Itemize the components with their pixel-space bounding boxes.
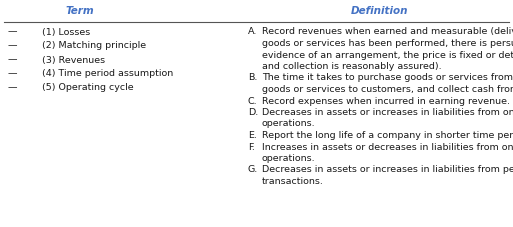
Text: goods or services has been performed, there is persuasive: goods or services has been performed, th… <box>262 39 513 48</box>
Text: goods or services to customers, and collect cash from customers.: goods or services to customers, and coll… <box>262 85 513 94</box>
Text: E.: E. <box>248 131 257 140</box>
Text: Definition: Definition <box>351 6 409 16</box>
Text: A.: A. <box>248 27 258 37</box>
Text: —: — <box>8 42 17 50</box>
Text: transactions.: transactions. <box>262 177 324 186</box>
Text: Decreases in assets or increases in liabilities from peripheral: Decreases in assets or increases in liab… <box>262 165 513 175</box>
Text: (5) Operating cycle: (5) Operating cycle <box>42 84 133 92</box>
Text: (1) Losses: (1) Losses <box>42 27 90 37</box>
Text: Record revenues when earned and measurable (delivery of: Record revenues when earned and measurab… <box>262 27 513 37</box>
Text: (4) Time period assumption: (4) Time period assumption <box>42 69 173 79</box>
Text: The time it takes to purchase goods or services from suppliers, sell: The time it takes to purchase goods or s… <box>262 74 513 82</box>
Text: operations.: operations. <box>262 154 315 163</box>
Text: operations.: operations. <box>262 119 315 128</box>
Text: Report the long life of a company in shorter time periods.: Report the long life of a company in sho… <box>262 131 513 140</box>
Text: Record expenses when incurred in earning revenue.: Record expenses when incurred in earning… <box>262 96 510 106</box>
Text: Term: Term <box>66 6 94 16</box>
Text: F.: F. <box>248 143 255 151</box>
Text: (2) Matching principle: (2) Matching principle <box>42 42 146 50</box>
Text: —: — <box>8 69 17 79</box>
Text: (3) Revenues: (3) Revenues <box>42 55 105 64</box>
Text: evidence of an arrangement, the price is fixed or determinable,: evidence of an arrangement, the price is… <box>262 50 513 59</box>
Text: —: — <box>8 84 17 92</box>
Text: G.: G. <box>248 165 258 175</box>
Text: and collection is reasonably assured).: and collection is reasonably assured). <box>262 62 442 71</box>
Text: Increases in assets or decreases in liabilities from ongoing: Increases in assets or decreases in liab… <box>262 143 513 151</box>
Text: D.: D. <box>248 108 258 117</box>
Text: —: — <box>8 55 17 64</box>
Text: —: — <box>8 27 17 37</box>
Text: Decreases in assets or increases in liabilities from ongoing: Decreases in assets or increases in liab… <box>262 108 513 117</box>
Text: C.: C. <box>248 96 258 106</box>
Text: B.: B. <box>248 74 258 82</box>
